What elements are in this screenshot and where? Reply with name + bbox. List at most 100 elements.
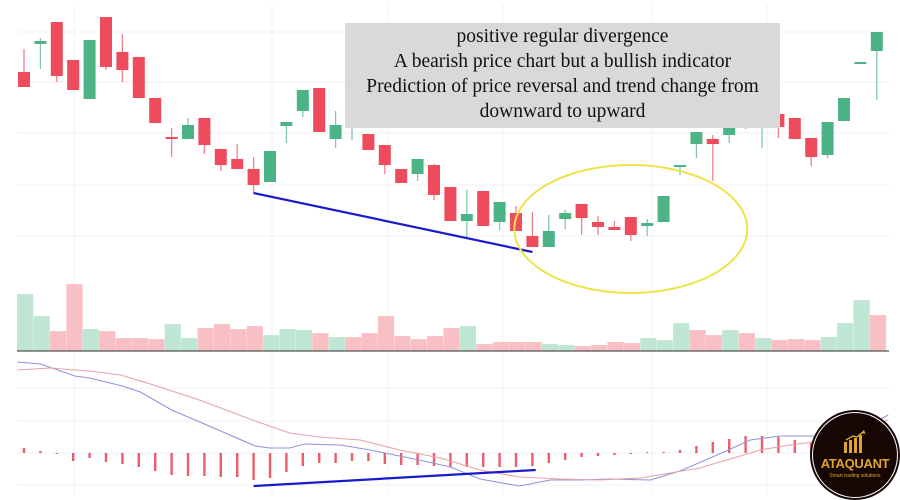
logo-brand: ATAQUANT xyxy=(820,456,890,471)
volume-bar xyxy=(639,337,657,352)
candle-body xyxy=(542,231,555,247)
candle-body xyxy=(116,52,129,70)
candle-body xyxy=(50,22,63,76)
volume-bar xyxy=(65,283,83,352)
volume-bar xyxy=(344,336,362,352)
volume-bar xyxy=(656,339,674,352)
histogram-bar xyxy=(334,453,337,463)
histogram-bar xyxy=(662,452,665,453)
histogram-bar xyxy=(55,453,58,454)
candle-body xyxy=(592,222,604,227)
volume-bar xyxy=(459,325,477,352)
candle-body xyxy=(559,213,572,219)
volume-bar xyxy=(787,338,805,352)
candle-body xyxy=(100,17,112,67)
candle-body xyxy=(329,125,342,139)
histogram-bar xyxy=(711,442,714,453)
volume-bar xyxy=(16,293,34,352)
histogram-bar xyxy=(203,453,206,476)
volume-bar xyxy=(262,334,280,352)
volume-bar xyxy=(771,339,789,352)
candle-body xyxy=(34,41,47,44)
histogram-bar xyxy=(564,453,567,460)
histogram-bar xyxy=(236,453,239,477)
candle-body xyxy=(264,151,276,182)
volume-bar xyxy=(689,329,707,352)
annotation-line-4: downward to upward xyxy=(479,101,646,122)
histogram-bar xyxy=(547,453,550,463)
volume-bar xyxy=(443,327,461,352)
volume-bar xyxy=(197,327,215,352)
candle-body xyxy=(83,40,96,99)
candle-body xyxy=(641,223,654,226)
histogram-bar xyxy=(531,453,534,466)
histogram-bar xyxy=(449,453,452,467)
volume-bar xyxy=(410,338,428,352)
bar-chart-arrow-icon xyxy=(844,430,866,453)
volume-bar xyxy=(164,323,182,352)
histogram-bar xyxy=(252,453,255,480)
volume-bar xyxy=(525,341,543,352)
candle-body xyxy=(247,169,260,185)
candle-body xyxy=(149,98,162,123)
histogram-bar xyxy=(629,453,632,454)
volume-bar xyxy=(49,330,67,352)
histogram-bar xyxy=(416,453,419,465)
volume-bar xyxy=(508,341,526,352)
candle-body xyxy=(690,132,703,144)
candle-body xyxy=(165,137,178,139)
candle-body xyxy=(838,98,850,121)
histogram-bar xyxy=(728,439,731,453)
histogram-bar xyxy=(498,453,501,467)
volume-bar xyxy=(328,336,346,352)
macd-line xyxy=(17,361,889,487)
volume-bar xyxy=(82,328,100,352)
volume-bar xyxy=(180,337,198,352)
volume-bar xyxy=(131,337,149,352)
candle-body xyxy=(411,159,424,174)
logo-tagline: Smart trading solutions xyxy=(829,473,881,479)
candle-body xyxy=(182,125,194,139)
candle-body xyxy=(296,90,309,111)
histogram-bar xyxy=(121,453,124,464)
histogram-bar xyxy=(367,453,370,461)
candle-body xyxy=(624,217,637,235)
volume-bars xyxy=(16,283,887,352)
candle-body xyxy=(444,187,457,221)
histogram-bar xyxy=(793,440,796,453)
histogram-bar xyxy=(613,453,616,455)
candle-body xyxy=(231,159,244,169)
candle-body xyxy=(198,118,211,145)
volume-bar xyxy=(869,314,887,352)
volume-bar xyxy=(492,341,510,352)
volume-bar xyxy=(672,322,690,352)
annotation-line-2: A bearish price chart but a bullish indi… xyxy=(393,51,732,72)
histogram-bar xyxy=(186,453,190,476)
volume-bar xyxy=(557,344,575,352)
histogram-bar xyxy=(301,453,304,466)
volume-bar xyxy=(721,329,739,352)
candle-body xyxy=(870,32,883,51)
histogram-bar xyxy=(695,446,698,453)
histogram-bar xyxy=(432,453,436,466)
candle-body xyxy=(608,227,621,230)
histogram-bar xyxy=(318,453,321,463)
histogram-bar xyxy=(777,437,780,453)
histogram-bar xyxy=(350,453,354,461)
candle-body xyxy=(706,139,719,144)
histogram-bar xyxy=(465,453,468,467)
highlight-ellipse xyxy=(513,164,749,294)
volume-bar xyxy=(393,335,411,352)
histogram-bar xyxy=(39,451,42,453)
ataquant-logo: ATAQUANT Smart trading solutions xyxy=(812,412,898,498)
histogram-bar xyxy=(400,453,403,465)
volume-bar xyxy=(541,343,559,352)
volume-bar xyxy=(361,332,379,352)
volume-bar xyxy=(246,325,264,352)
volume-bar xyxy=(213,323,231,352)
candle-body xyxy=(854,62,867,64)
volume-bar xyxy=(426,335,444,352)
histogram-bar xyxy=(285,453,288,472)
volume-bar xyxy=(147,338,165,352)
volume-bar xyxy=(738,332,756,352)
